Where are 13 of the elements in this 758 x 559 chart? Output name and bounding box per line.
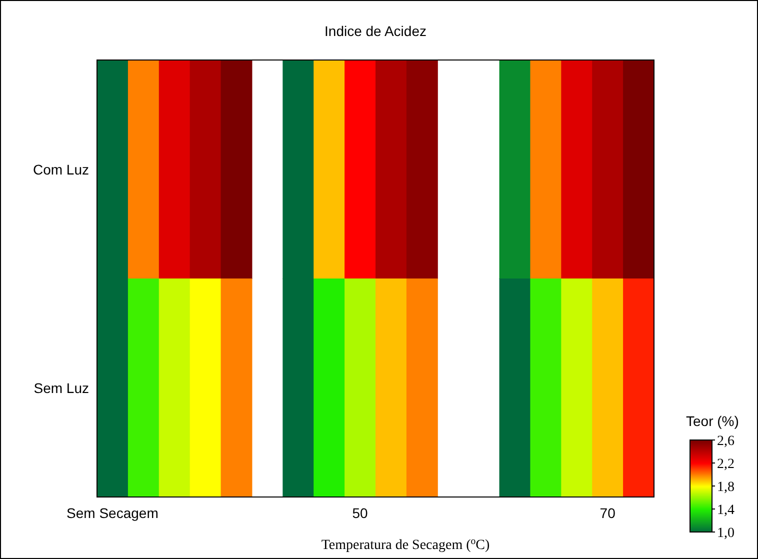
color-bar-label: 2,2	[717, 457, 734, 472]
y-tick-label: Sem Luz	[34, 380, 89, 396]
color-bar-label: 1,0	[717, 526, 734, 541]
x-axis-title: Temperatura de Secagem ($^{o}$C)	[321, 536, 490, 553]
x-tick-label: 50	[352, 505, 368, 521]
color-bar-label: 1,8	[717, 480, 734, 495]
x-tick-label: 70	[600, 505, 616, 521]
y-tick-label: Com Luz	[32, 161, 89, 178]
chart-title: Indice de Acidez	[324, 23, 426, 39]
x-tick-label: Sem Secagem	[66, 505, 158, 521]
color-bar-label: 1,4	[717, 503, 734, 518]
color-bar-title: Teor (%)	[686, 413, 739, 429]
color-bar-label: 2,6	[717, 434, 734, 449]
